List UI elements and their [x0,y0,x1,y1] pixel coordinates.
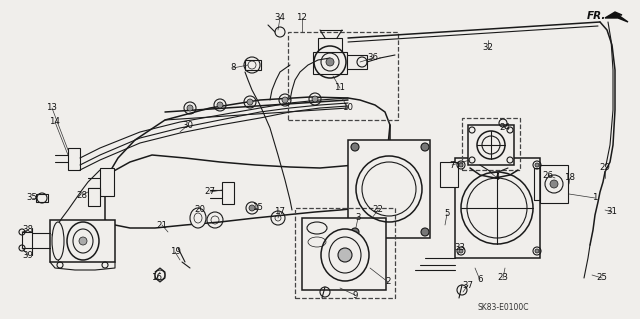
Bar [245,60,261,70]
Circle shape [282,97,288,103]
Bar [295,208,395,298]
Text: 21: 21 [157,220,168,229]
Text: 32: 32 [483,43,493,53]
Circle shape [351,143,359,151]
Text: 23: 23 [497,273,509,283]
Bar [50,220,115,262]
Bar [540,165,568,203]
Text: 11: 11 [335,84,346,93]
Bar [462,118,520,170]
Circle shape [312,96,318,102]
Text: 25: 25 [596,273,607,283]
Ellipse shape [321,229,369,281]
Bar [440,162,458,187]
Bar [222,182,234,204]
Text: 26: 26 [543,170,554,180]
Text: 17: 17 [275,207,285,217]
Text: 27: 27 [205,188,216,197]
Text: 7: 7 [449,160,455,169]
Text: 37: 37 [463,280,474,290]
Circle shape [459,249,463,253]
Text: 12: 12 [296,13,307,23]
Ellipse shape [190,208,206,228]
Circle shape [247,99,253,105]
Text: 5: 5 [444,210,450,219]
Text: 33: 33 [454,243,465,253]
Text: 9: 9 [352,291,358,300]
Circle shape [351,228,359,236]
Circle shape [249,205,255,211]
Text: 13: 13 [47,103,58,113]
Text: 15: 15 [253,204,264,212]
Circle shape [535,163,539,167]
Text: 22: 22 [372,205,383,214]
Ellipse shape [79,237,87,245]
Text: 29: 29 [600,164,611,173]
Bar [36,194,48,202]
Polygon shape [605,12,628,22]
Text: 38: 38 [22,226,33,234]
Text: 35: 35 [26,194,38,203]
Bar [347,55,367,69]
Text: 31: 31 [607,207,618,217]
Text: 8: 8 [230,63,236,72]
Text: 30: 30 [182,121,193,130]
Circle shape [550,180,558,188]
Text: 16: 16 [152,273,163,283]
Text: 20: 20 [195,205,205,214]
Text: 4: 4 [494,174,500,182]
Bar [348,140,430,238]
Circle shape [187,105,193,111]
Bar [302,218,386,290]
Circle shape [217,102,223,108]
Text: 10: 10 [342,103,353,113]
Text: 19: 19 [170,248,180,256]
Bar [288,32,398,120]
Text: 18: 18 [564,174,575,182]
Text: SK83-E0100C: SK83-E0100C [478,302,529,311]
Ellipse shape [338,248,352,262]
Circle shape [459,163,463,167]
Bar [100,168,114,196]
Text: 3: 3 [355,213,361,222]
Ellipse shape [52,222,64,260]
Bar [468,125,514,165]
Bar [68,148,80,170]
Text: 6: 6 [477,276,483,285]
Ellipse shape [67,222,99,260]
Bar [318,38,342,52]
Circle shape [535,249,539,253]
Text: 1: 1 [592,194,598,203]
Text: 24: 24 [499,123,511,132]
Text: 39: 39 [22,250,33,259]
Bar [88,188,100,206]
Text: 14: 14 [49,117,61,127]
Bar [313,52,347,74]
Text: 36: 36 [367,54,378,63]
Bar [455,158,540,258]
Circle shape [326,58,334,66]
Text: FR.: FR. [587,11,606,21]
Text: 2: 2 [385,278,391,286]
Circle shape [421,143,429,151]
Text: 34: 34 [275,13,285,23]
Circle shape [421,228,429,236]
Text: 28: 28 [77,190,88,199]
